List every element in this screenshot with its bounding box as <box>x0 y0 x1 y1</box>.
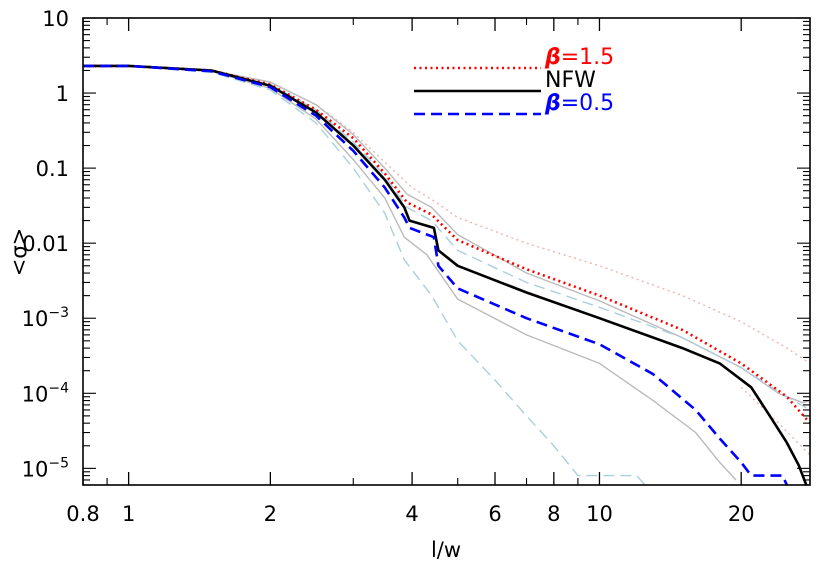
y-tick-label: 0.01 <box>22 232 69 256</box>
legend-label-beta05: β=0.5 <box>544 91 614 116</box>
legend-label-beta15: β=1.5 <box>544 45 614 70</box>
x-tick-label: 1 <box>122 502 135 526</box>
series-layer <box>83 64 811 486</box>
x-tick-label: 8 <box>547 502 560 526</box>
y-tick-label: 0.1 <box>36 157 69 181</box>
y-tick-label: 1 <box>56 82 69 106</box>
y-axis-title: <σ> <box>7 228 31 277</box>
y-tick-label: 10 <box>42 7 69 31</box>
series-line-beta05_lower <box>83 65 646 486</box>
y-tick-label: 10−3 <box>22 305 69 331</box>
legend-label-nfw: NFW <box>545 68 596 93</box>
x-axis-title: l/w <box>431 538 461 562</box>
x-tick-label: 2 <box>264 502 277 526</box>
x-tick-label: 6 <box>488 502 501 526</box>
series-line-nfw <box>83 64 808 486</box>
series-line-nfw_lower <box>83 65 737 481</box>
x-tick-label: 20 <box>728 502 755 526</box>
series-line-beta15_envelope_low <box>740 386 811 456</box>
x-tick-label: 10 <box>586 502 613 526</box>
series-line-beta05 <box>83 64 788 486</box>
y-tick-label: 10−4 <box>22 380 69 406</box>
series-line-beta05_upper <box>83 65 811 411</box>
y-tick-label: 10−5 <box>22 455 69 481</box>
plot-frame <box>82 17 811 486</box>
ticklabel-layer: 0.8 1 2 4 6 8 10 20 10 1 0.1 0.01 10−3 10−4 10−5 <box>22 7 755 526</box>
series-line-beta15_envelope <box>83 65 811 364</box>
x-tick-label: 0.8 <box>66 502 99 526</box>
series-line-beta15 <box>83 64 811 425</box>
x-tick-label: 4 <box>405 502 418 526</box>
series-line-nfw_upper <box>83 65 811 404</box>
